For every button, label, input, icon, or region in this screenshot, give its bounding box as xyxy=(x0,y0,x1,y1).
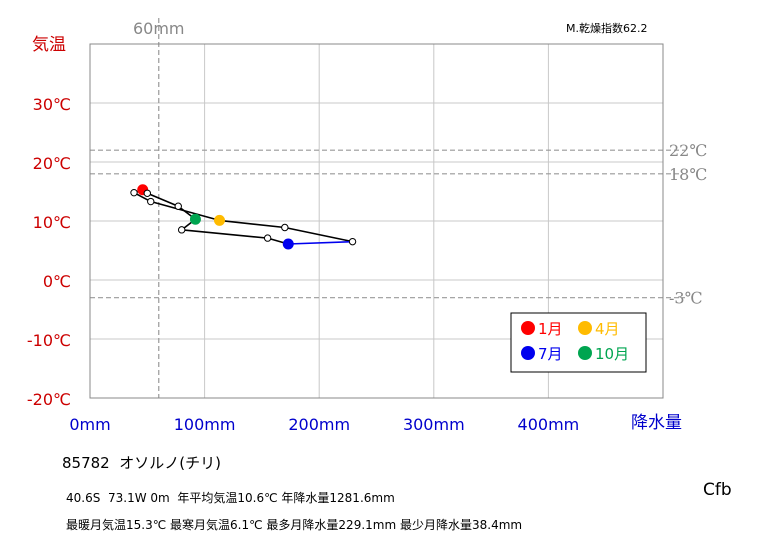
y-tick-label-3: 10℃ xyxy=(33,213,71,232)
x-axis-label: 降水量 xyxy=(631,413,682,433)
series-segment-5-6 xyxy=(284,226,353,243)
warmest-month: 最暖月気温15.3℃ xyxy=(66,518,167,532)
reference-lines: 22℃ 18℃ -3℃ 60mm xyxy=(90,18,707,398)
annual-mean-temp: 年平均気温10.6℃ xyxy=(177,491,278,505)
grid-lines xyxy=(90,44,663,398)
station-name: オソルノ(チリ) xyxy=(119,454,221,472)
x-tick-label-0: 0mm xyxy=(69,415,110,434)
y-tick-label-5: 30℃ xyxy=(33,95,71,114)
month-point-8 xyxy=(263,234,272,242)
latitude: 40.6S xyxy=(66,491,101,505)
legend-label-1: 1月 xyxy=(538,320,563,338)
legend-label-7: 7月 xyxy=(538,345,563,363)
aridity-index: M.乾燥指数62.2 xyxy=(566,22,648,35)
longitude: 73.1W xyxy=(107,491,147,505)
legend-marker-7 xyxy=(521,346,535,360)
x-tick-labels: 0mm 100mm 200mm 300mm 400mm xyxy=(69,415,579,434)
x-tick-label-3: 300mm xyxy=(403,415,465,434)
station-location-line: 40.6S 73.1W 0m 年平均気温10.6℃ 年降水量1281.6mm xyxy=(66,489,395,506)
month-point-7 xyxy=(282,238,294,250)
y-axis-label: 気温 xyxy=(32,35,66,55)
month-point-6 xyxy=(348,237,357,246)
y-tick-label-4: 20℃ xyxy=(33,154,71,173)
y-tick-label-0: -20℃ xyxy=(27,390,71,409)
legend: 1月 4月 7月 10月 xyxy=(510,312,647,373)
legend-label-4: 4月 xyxy=(595,320,620,338)
month-point-11 xyxy=(174,202,182,210)
month-point-4 xyxy=(213,214,225,226)
station-id: 85782 xyxy=(62,454,110,472)
ref-line-temp-label-1: 18℃ xyxy=(669,165,707,184)
ref-line-temp-label-0: 22℃ xyxy=(669,141,707,160)
ref-line-temp-label-2: -3℃ xyxy=(669,289,702,308)
y-tick-labels: -20℃ -10℃ 0℃ 10℃ 20℃ 30℃ xyxy=(27,95,71,409)
driest-month: 最少月降水量38.4mm xyxy=(399,518,523,532)
station-extremes-line: 最暖月気温15.3℃ 最寒月気温6.1℃ 最多月降水量229.1mm 最少月降水… xyxy=(66,516,522,533)
y-tick-label-2: 0℃ xyxy=(43,272,71,291)
annual-precip: 年降水量1281.6mm xyxy=(281,491,395,505)
month-point-12 xyxy=(143,189,152,197)
plot-frame xyxy=(89,43,664,399)
climograph-series xyxy=(130,184,357,250)
series-segment-11-12 xyxy=(146,192,179,207)
legend-marker-4 xyxy=(578,321,592,335)
coldest-month: 最寒月気温6.1℃ xyxy=(170,518,263,532)
x-tick-label-4: 400mm xyxy=(518,415,580,434)
y-tick-label-1: -10℃ xyxy=(27,331,71,350)
month-point-3 xyxy=(147,197,155,206)
month-point-9 xyxy=(177,226,186,234)
month-point-5 xyxy=(281,223,289,232)
legend-label-10: 10月 xyxy=(595,345,629,363)
x-tick-label-2: 200mm xyxy=(288,415,350,434)
climate-class: Cfb xyxy=(703,480,732,500)
month-point-2 xyxy=(130,188,138,197)
legend-box xyxy=(510,312,647,373)
station-title: 85782 オソルノ(チリ) xyxy=(62,452,221,473)
series-segment-8-9 xyxy=(181,229,268,239)
month-point-10 xyxy=(189,213,201,225)
wettest-month: 最多月降水量229.1mm xyxy=(266,518,397,532)
elevation: 0m xyxy=(150,491,170,505)
series-segment-6-7 xyxy=(288,240,353,245)
legend-marker-1 xyxy=(521,321,535,335)
ref-line-precip-label-0: 60mm xyxy=(133,19,185,38)
series-segment-4-5 xyxy=(219,219,285,229)
x-tick-label-1: 100mm xyxy=(174,415,236,434)
legend-marker-10 xyxy=(578,346,592,360)
